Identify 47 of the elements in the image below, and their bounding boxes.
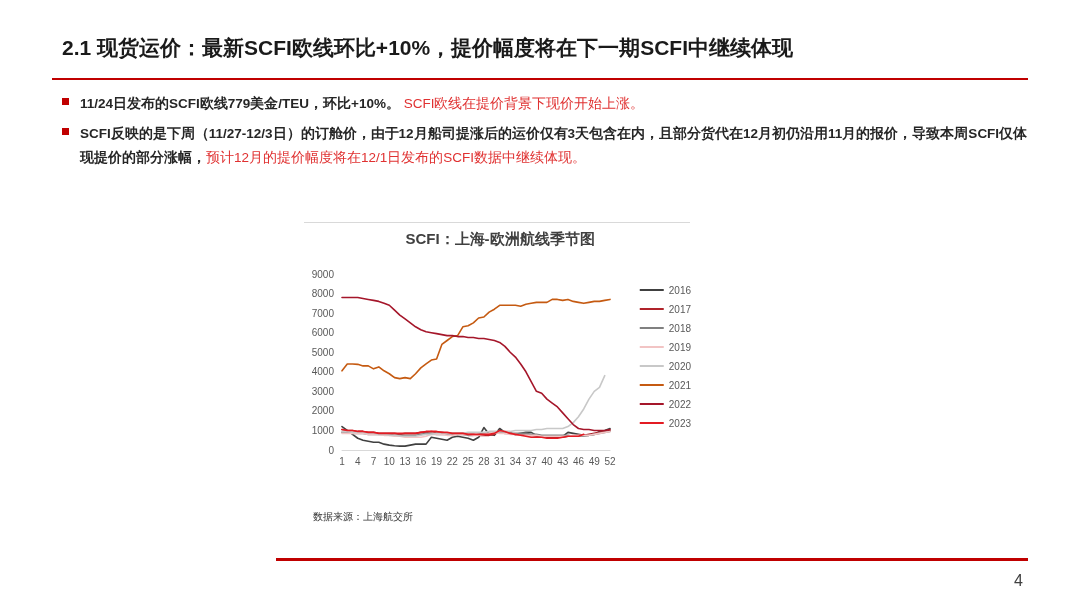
x-tick-label: 16 — [415, 455, 427, 467]
y-tick-label: 0 — [328, 444, 335, 456]
legend-label: 2016 — [668, 284, 692, 296]
text: 预计12月的提价幅度将在12/1日发布的SCFI数据中继续体现。 — [206, 150, 587, 165]
legend-label: 2020 — [668, 360, 692, 372]
x-tick-label: 31 — [494, 455, 506, 467]
source-note: 数据来源：上海航交所 — [313, 510, 413, 524]
x-tick-label: 10 — [383, 455, 396, 467]
legend-label: 2018 — [668, 322, 692, 334]
x-tick-label: 13 — [399, 455, 412, 467]
text: SCFI欧线在提价背景下现价开始上涨。 — [403, 96, 645, 111]
text: 11/24日发布的SCFI欧线779美金/TEU，环比+10%。 — [80, 96, 400, 111]
line-series — [341, 428, 585, 440]
x-tick-label: 19 — [431, 455, 443, 467]
legend-label: 2019 — [668, 341, 692, 353]
line-series — [341, 296, 611, 432]
x-tick-label: 28 — [478, 455, 490, 467]
x-tick-label: 43 — [557, 455, 569, 467]
y-tick-label: 5000 — [311, 346, 335, 358]
x-tick-label: 4 — [354, 455, 361, 467]
x-tick-label: 52 — [604, 455, 616, 467]
text: 4 — [1014, 572, 1023, 590]
y-tick-label: 8000 — [311, 288, 335, 300]
y-tick-label: 7000 — [311, 307, 335, 319]
y-tick-label: 9000 — [311, 268, 335, 280]
x-tick-label: 37 — [525, 455, 538, 467]
legend-label: 2021 — [668, 379, 692, 391]
x-tick-label: 49 — [588, 455, 601, 467]
line-series — [341, 374, 606, 438]
y-tick-label: 6000 — [311, 327, 335, 339]
y-tick-label: 3000 — [311, 385, 335, 397]
y-tick-label: 2000 — [311, 405, 335, 417]
legend-label: 2022 — [668, 398, 692, 410]
legend-label: 2017 — [668, 303, 692, 315]
chart-title: 2.1 现货运价：最新SCFI欧线环比+10%，提价幅度将在下一期SCFI中继续体现 — [62, 35, 793, 61]
y-tick-label: 4000 — [311, 366, 335, 378]
chart-subtitle: SCFI：上海-欧洲航线季节图 — [405, 230, 595, 247]
legend-label: 2023 — [668, 417, 692, 429]
x-tick-label: 1 — [339, 455, 346, 467]
x-tick-label: 22 — [446, 455, 459, 467]
x-tick-label: 34 — [509, 455, 522, 467]
x-tick-label: 25 — [462, 455, 475, 467]
x-tick-label: 40 — [541, 455, 553, 467]
x-tick-label: 46 — [572, 455, 585, 467]
line-series — [341, 298, 611, 380]
y-tick-label: 1000 — [311, 424, 335, 436]
x-tick-label: 7 — [370, 455, 377, 467]
